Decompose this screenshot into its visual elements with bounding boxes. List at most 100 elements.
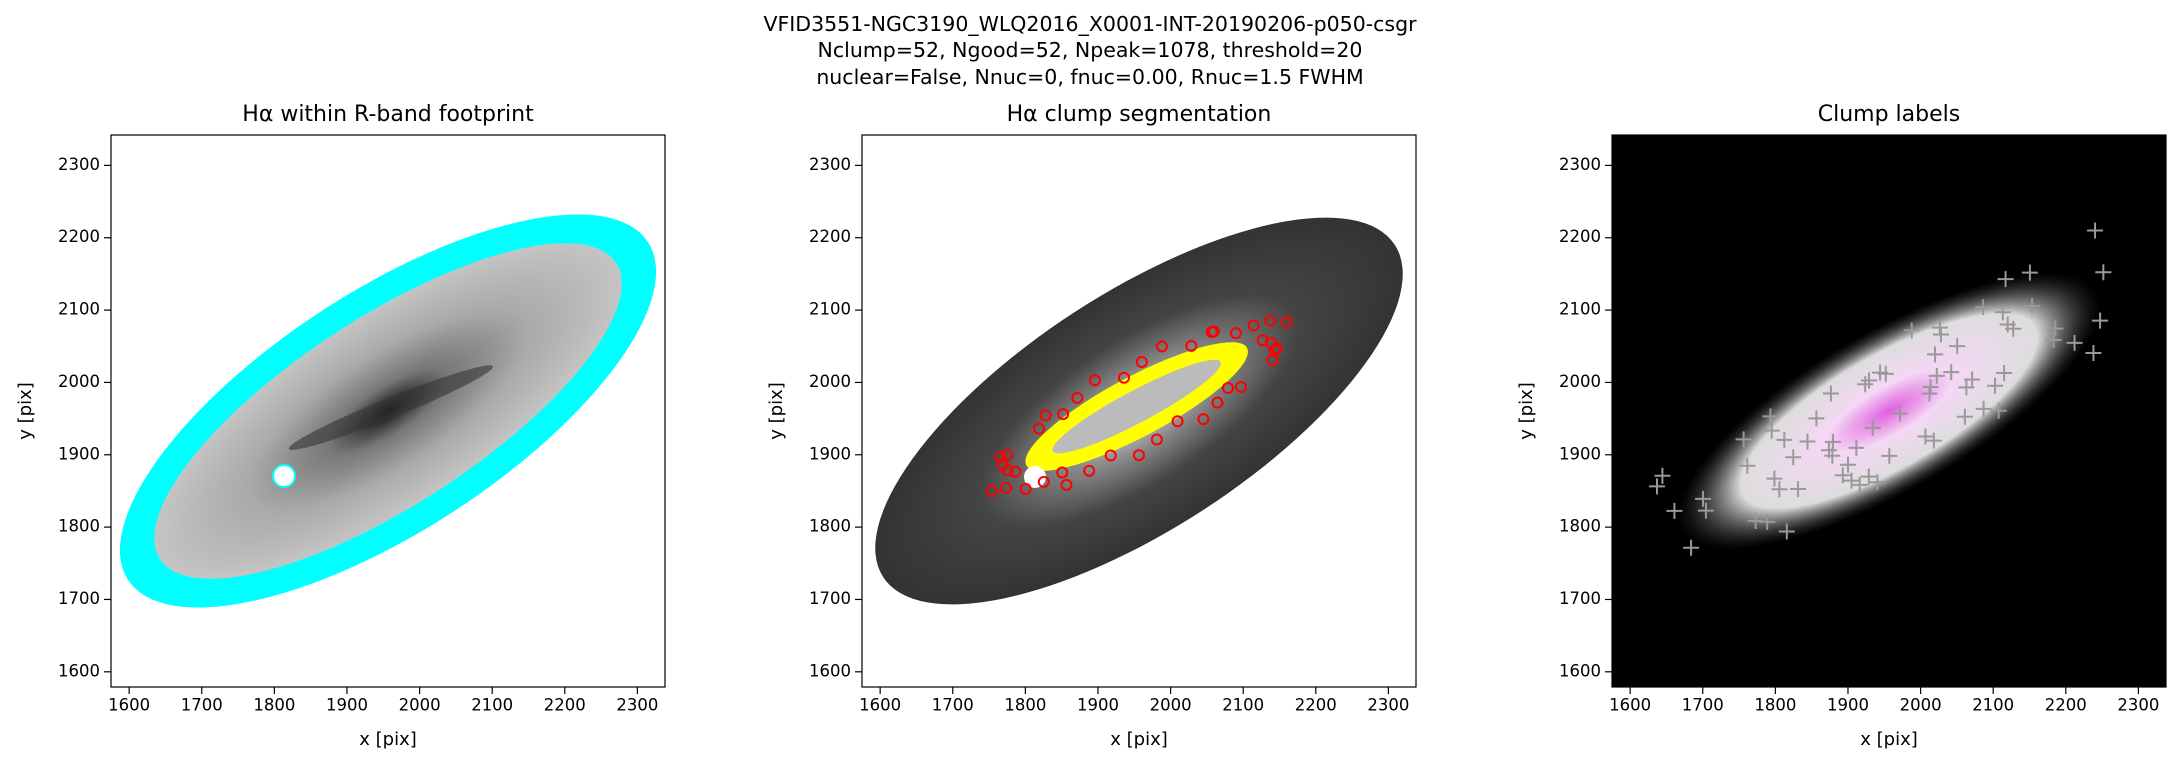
clump-cross bbox=[1697, 502, 1714, 519]
y-tick-label: 1700 bbox=[58, 589, 100, 608]
clump-cross bbox=[2024, 297, 2041, 314]
clump-cross bbox=[1824, 433, 1841, 450]
clump-marker bbox=[1037, 475, 1050, 488]
clump-cross bbox=[1877, 365, 1894, 382]
clump-cross bbox=[1771, 481, 1788, 498]
clump-marker bbox=[994, 450, 1007, 463]
y-tick-label: 2100 bbox=[809, 300, 851, 319]
x-tick-label: 2100 bbox=[471, 696, 513, 715]
galaxy-disk bbox=[1677, 272, 2101, 550]
panel-title: Clump labels bbox=[1818, 102, 1960, 127]
clump-marker bbox=[1009, 465, 1022, 478]
x-tick-label: 1600 bbox=[1609, 696, 1651, 715]
y-tick-label: 2300 bbox=[58, 155, 100, 174]
y-tick-label: 2200 bbox=[1559, 227, 1601, 246]
clump-cross bbox=[1766, 470, 1783, 487]
clump-marker bbox=[1221, 382, 1234, 395]
clump-marker bbox=[1266, 354, 1279, 367]
clump-cross bbox=[1996, 365, 2013, 382]
clump-cross bbox=[1949, 338, 1966, 355]
x-tick-label: 1900 bbox=[326, 696, 368, 715]
x-tick-label: 1600 bbox=[108, 696, 150, 715]
x-tick-label: 2000 bbox=[1150, 696, 1192, 715]
clump-cross bbox=[1927, 346, 1944, 363]
clump-cross bbox=[1860, 468, 1877, 485]
clump-marker bbox=[1019, 482, 1032, 495]
clump-cross bbox=[1666, 502, 1683, 519]
clump-marker bbox=[1256, 334, 1269, 347]
clump-cross bbox=[1839, 456, 1856, 473]
clump-cross bbox=[1975, 299, 1992, 316]
clump-cross bbox=[1776, 431, 1793, 448]
y-tick-label: 2100 bbox=[58, 300, 100, 319]
x-tick-label: 1800 bbox=[1004, 696, 1046, 715]
clump-cross bbox=[1857, 376, 1874, 393]
image bbox=[1648, 222, 2112, 556]
x-axis-label: x [pix] bbox=[1110, 729, 1168, 750]
clump-cross bbox=[2045, 332, 2062, 349]
x-tick-label: 1800 bbox=[1754, 696, 1796, 715]
y-tick-label: 2200 bbox=[58, 227, 100, 246]
y-tick-label: 2000 bbox=[58, 372, 100, 391]
clump-marker bbox=[1088, 374, 1101, 387]
y-tick-label: 1600 bbox=[58, 661, 100, 680]
clump-cross bbox=[1739, 457, 1756, 474]
clump-marker bbox=[1211, 396, 1224, 409]
axes-frame bbox=[861, 134, 1417, 688]
clump-marker bbox=[1104, 449, 1117, 462]
clump-cross bbox=[2066, 334, 2083, 351]
x-tick-label: 2300 bbox=[616, 696, 658, 715]
x-tick-label: 1900 bbox=[1077, 696, 1119, 715]
y-tick-label: 2000 bbox=[809, 372, 851, 391]
clump-cross bbox=[1928, 367, 1945, 384]
x-tick-label: 1800 bbox=[253, 696, 295, 715]
clump-cross bbox=[2047, 320, 2064, 337]
masked-star bbox=[272, 464, 296, 488]
clump-marker bbox=[1171, 415, 1184, 428]
x-tick-label: 2100 bbox=[1972, 696, 2014, 715]
panel-title: Hα within R-band footprint bbox=[242, 102, 534, 127]
y-tick-label: 1800 bbox=[58, 517, 100, 536]
x-axis-label: x [pix] bbox=[359, 729, 417, 750]
clump-cross bbox=[1956, 408, 1973, 425]
clump-marker bbox=[1270, 342, 1283, 355]
clump-marker bbox=[1071, 391, 1084, 404]
clump-marker bbox=[1197, 413, 1210, 426]
suptitle: nuclear=False, Nnuc=0, fnuc=0.00, Rnuc=1… bbox=[816, 65, 1363, 89]
clump-marker bbox=[1205, 326, 1218, 339]
x-tick-label: 2300 bbox=[2117, 696, 2159, 715]
clump-cross bbox=[1903, 322, 1920, 339]
clump-cross bbox=[1994, 304, 2011, 321]
clump-marker bbox=[1132, 449, 1145, 462]
clump-marker bbox=[1155, 340, 1168, 353]
clump-cross bbox=[1747, 513, 1764, 530]
clump-cross bbox=[1932, 326, 1949, 343]
y-axis-label: y [pix] bbox=[15, 382, 36, 440]
clump-cross bbox=[1869, 474, 1886, 491]
y-tick-label: 1700 bbox=[1559, 589, 1601, 608]
y-tick-label: 1600 bbox=[1559, 661, 1601, 680]
y-tick-label: 2300 bbox=[1559, 155, 1601, 174]
clump-cross bbox=[1990, 402, 2007, 419]
clump-marker bbox=[1235, 380, 1248, 393]
clump-cross bbox=[1808, 410, 1825, 427]
clump-cross bbox=[1843, 472, 1860, 489]
x-tick-label: 1700 bbox=[932, 696, 974, 715]
y-tick-label: 2000 bbox=[1559, 372, 1601, 391]
clump-cross bbox=[1799, 433, 1816, 450]
suptitle: Nclump=52, Ngood=52, Npeak=1078, thresho… bbox=[818, 38, 1363, 62]
clump-cross bbox=[2021, 264, 2038, 281]
clump-cross bbox=[1925, 432, 1942, 449]
clump-marker bbox=[1083, 464, 1096, 477]
clump-cross bbox=[1820, 442, 1837, 459]
clump-cross bbox=[1881, 447, 1898, 464]
y-tick-label: 1900 bbox=[809, 444, 851, 463]
clump-marker bbox=[1185, 339, 1198, 352]
x-tick-label: 2000 bbox=[1900, 696, 1942, 715]
axes-frame bbox=[110, 134, 666, 688]
clump-cross bbox=[1921, 385, 1938, 402]
y-tick-label: 1900 bbox=[1559, 444, 1601, 463]
clump-marker bbox=[1001, 448, 1014, 461]
clump-cross bbox=[1864, 419, 1881, 436]
galaxy-lane bbox=[288, 365, 494, 450]
